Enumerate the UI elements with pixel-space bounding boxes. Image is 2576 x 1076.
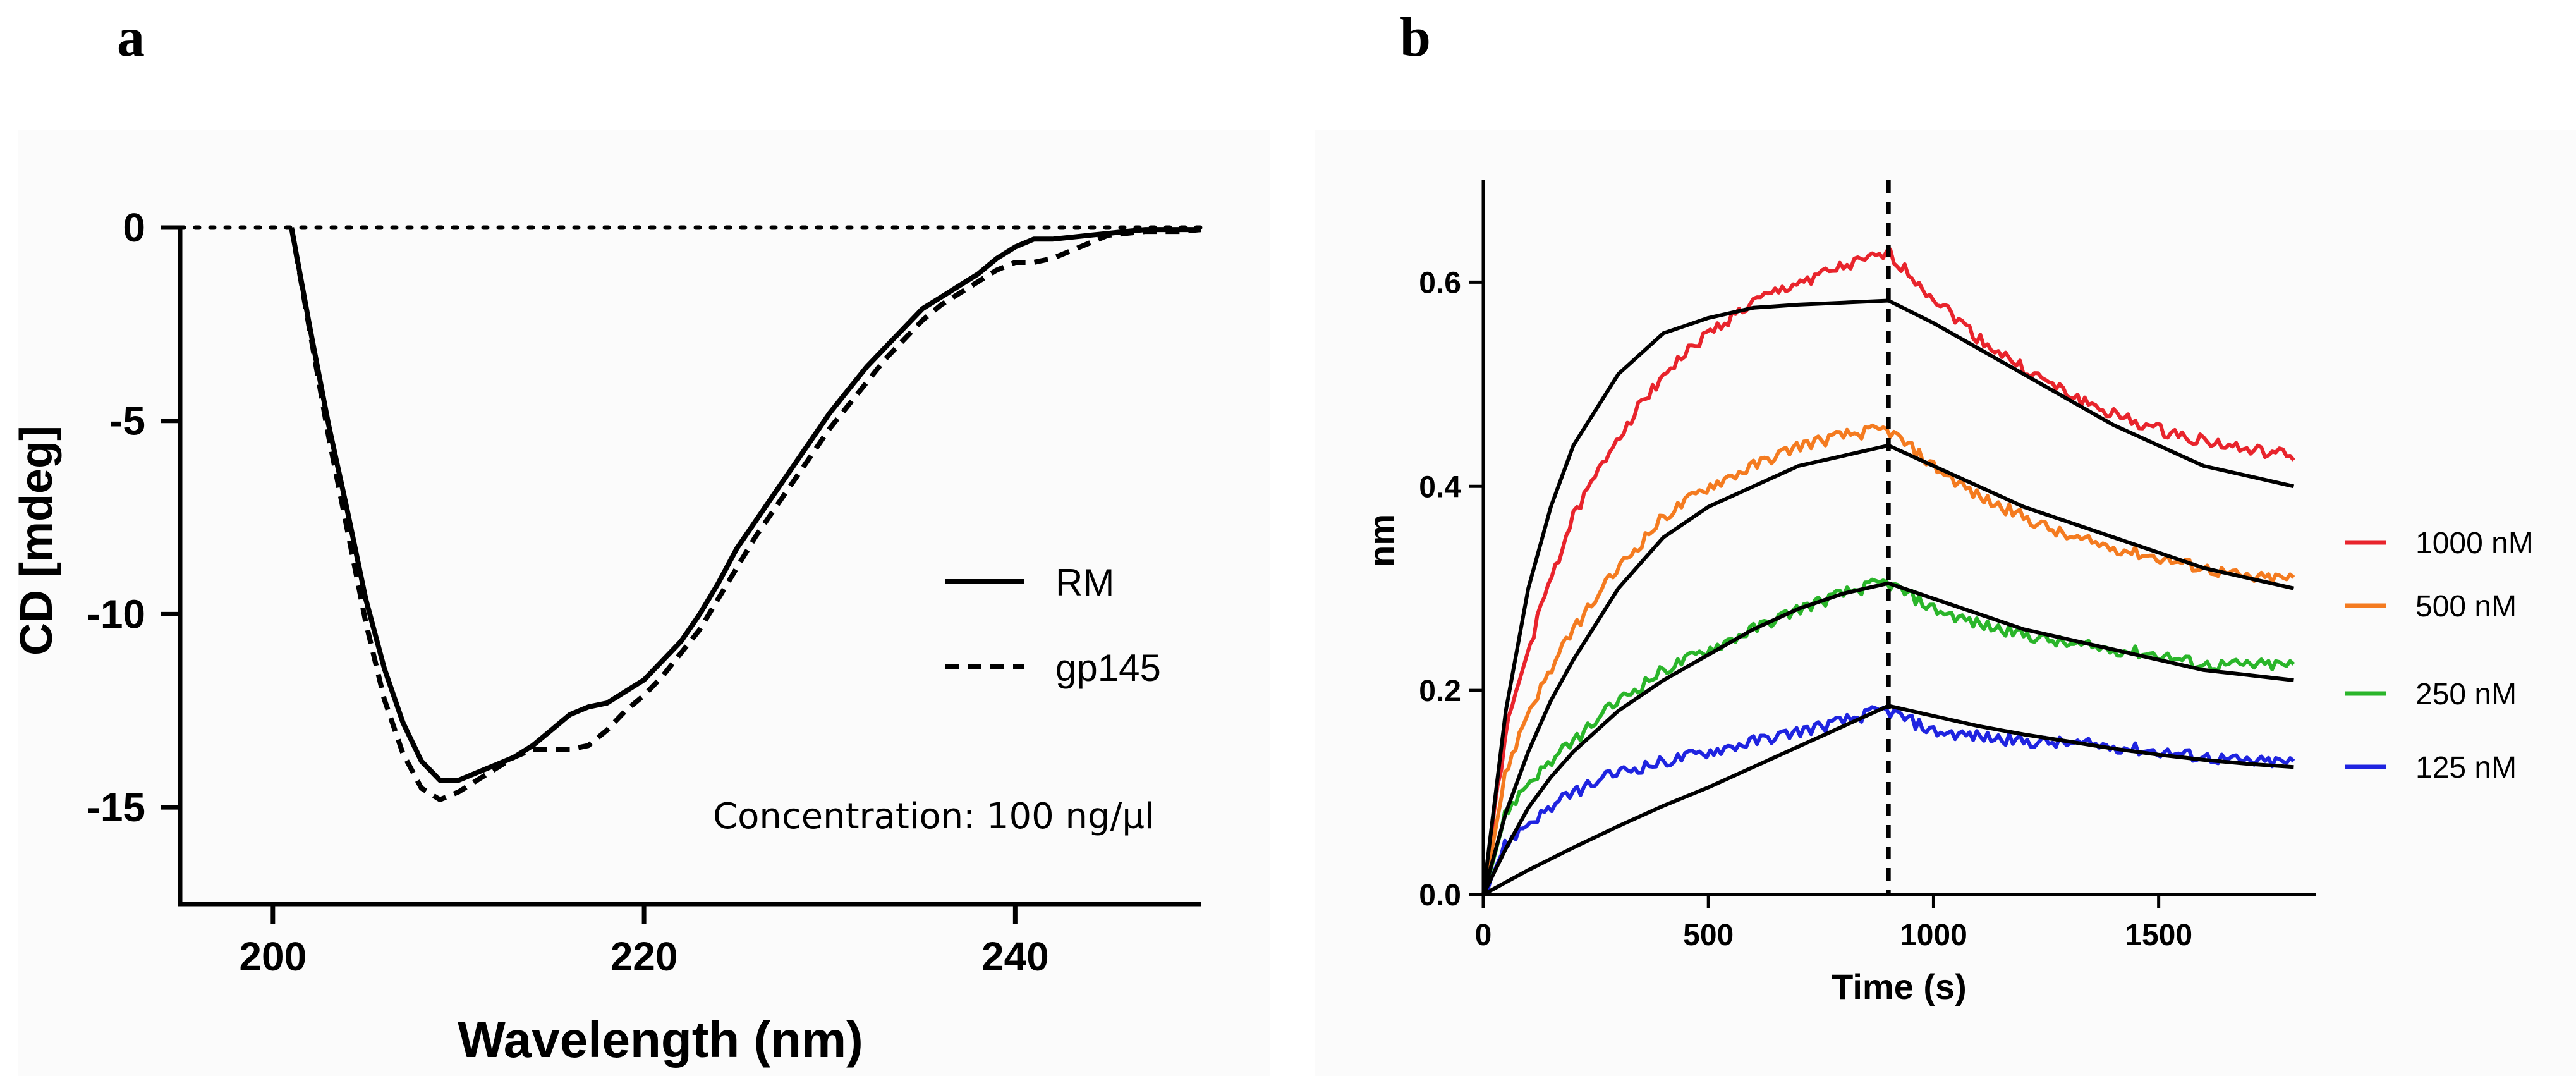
panel-b-chart: b nm Time (s) 0 500 1000 1500 0.0 0.2 0.4 0.6 1…: [1361, 7, 2534, 1006]
series-500-nm-trace: [1481, 423, 2295, 895]
panel-a-y-tick-label: -15: [87, 785, 146, 830]
panel-a-lines: [289, 227, 1201, 802]
series-1000-nm-fit: [1481, 298, 2295, 895]
legend-label: 500 nM: [2415, 590, 2517, 623]
panel-a-label: a: [117, 7, 145, 68]
panel-b-y-tick-label: 0.4: [1419, 470, 1461, 504]
legend-rm-label: RM: [1055, 561, 1114, 604]
panel-b-legend: 1000 nM 500 nM 250 nM 125 nM: [2345, 527, 2534, 785]
panel-a-y-tick-label: 0: [123, 205, 145, 250]
panel-a-x-tick-label: 200: [239, 934, 307, 979]
legend-label: 125 nM: [2415, 751, 2517, 785]
series-500-nm-fit: [1481, 443, 2295, 895]
panel-a-legend: RM gp145: [945, 561, 1161, 689]
legend-label: 1000 nM: [2415, 527, 2534, 560]
series-125-nm-fit: [1482, 704, 2294, 896]
panel-b-y-tick-label: 0.6: [1419, 266, 1461, 300]
panel-a-chart: a CD [mdeg] Wavelength (nm) 200 220 240 0 -5…: [11, 7, 1203, 1068]
panel-b-y-tick-label: 0.0: [1419, 879, 1461, 912]
panel-b-x-axis-label: Time (s): [1832, 967, 1967, 1006]
panel-b-x-tick-label: 1500: [2125, 919, 2192, 952]
panel-b-label: b: [1400, 7, 1431, 68]
panel-b-x-tick-label: 500: [1683, 919, 1734, 952]
panel-a-x-tick-label: 220: [611, 934, 678, 979]
series-250-nm-fit: [1481, 581, 2294, 896]
panel-b-y-tick-label: 0.2: [1419, 675, 1461, 708]
panel-a-y-tick-label: -5: [109, 398, 145, 444]
series-gp145-line: [289, 227, 1201, 802]
concentration-annotation: Concentration: 100 ng/µl: [713, 796, 1155, 837]
legend-gp145-label: gp145: [1055, 647, 1161, 689]
panel-a-y-axis-label: CD [mdeg]: [11, 425, 62, 656]
panel-b-y-axis-label: nm: [1361, 514, 1401, 567]
panel-b-x-tick-label: 0: [1475, 919, 1492, 952]
panel-b-x-tick-label: 1000: [1900, 919, 1967, 952]
series-rm-line: [289, 227, 1201, 783]
panel-b-ticks: 0 500 1000 1500 0.0 0.2 0.4 0.6: [1419, 266, 2192, 952]
panel-a-y-tick-label: -10: [87, 591, 146, 637]
panel-a-ticks: 200 220 240 0 -5 -10 -15: [87, 205, 1049, 979]
panel-a-x-axis-label: Wavelength (nm): [458, 1012, 863, 1068]
legend-label: 250 nM: [2415, 678, 2517, 711]
panel-a-x-tick-label: 240: [981, 934, 1049, 979]
